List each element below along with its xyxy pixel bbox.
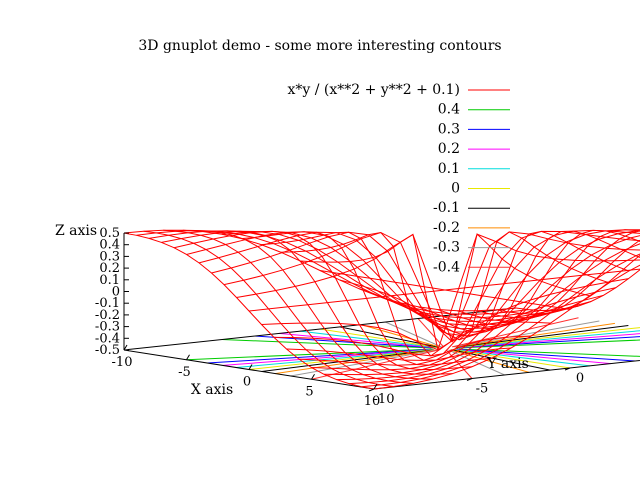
surface-line-x	[336, 235, 640, 381]
surface-line-x	[348, 243, 640, 385]
y-tick-mark	[564, 367, 571, 371]
z-tick-label: 0.3	[99, 249, 120, 264]
z-tick-label: -0.2	[95, 308, 120, 323]
surface-line-y	[339, 233, 590, 343]
legend-label: -0.2	[433, 220, 460, 236]
z-tick-label: 0.1	[99, 273, 120, 288]
x-axis-label: X axis	[191, 382, 233, 398]
contour-line	[455, 348, 636, 362]
z-axis-label: Z axis	[55, 223, 97, 239]
x-tick-label: 5	[305, 384, 313, 399]
surface-line-y	[496, 254, 640, 315]
contour-line	[221, 339, 434, 349]
tick-labels: -10-50510-10-505100.50.40.30.20.10-0.1-0…	[95, 226, 584, 409]
legend-label: x*y / (x**2 + y**2 + 0.1)	[288, 82, 461, 98]
contour-line	[455, 325, 629, 348]
z-tick-label: 0.5	[99, 226, 120, 241]
x-tick-mark	[186, 354, 190, 361]
surface-line-x	[361, 253, 640, 388]
legend-label: 0.4	[438, 102, 460, 118]
x-tick-mark	[123, 344, 128, 351]
contour-line	[458, 336, 640, 349]
x-tick-label: -10	[112, 355, 133, 370]
contour-line	[319, 328, 438, 348]
contour-line	[275, 349, 436, 375]
legend-label: 0.2	[438, 141, 460, 157]
base-frame	[123, 307, 640, 390]
y-tick-label: 0	[576, 371, 584, 386]
surface-line-x	[323, 230, 640, 376]
surface-line-x	[261, 233, 640, 351]
contour-line	[458, 333, 640, 349]
x-tick-mark	[373, 383, 378, 390]
x-tick-mark	[248, 364, 253, 370]
contour-line	[446, 349, 473, 379]
z-tick-label: -0.5	[95, 343, 120, 358]
contour-line	[261, 349, 435, 372]
x-tick-mark	[311, 373, 315, 380]
contour-line	[417, 318, 444, 348]
y-tick-mark	[466, 378, 473, 381]
contour-line	[454, 322, 615, 348]
contour-line	[448, 349, 505, 376]
legend-label: -0.3	[433, 240, 460, 256]
contour-line	[458, 339, 640, 349]
y-tick-mark	[368, 388, 375, 392]
legend-label: 0.1	[438, 161, 460, 177]
x-tick-label: -5	[178, 365, 191, 380]
contour-line	[457, 330, 640, 348]
legend-label: -0.1	[433, 200, 460, 216]
y-axis-label: Y axis	[486, 356, 529, 372]
contour-line	[385, 321, 442, 348]
legend-label: -0.4	[433, 259, 460, 275]
surface-line-y	[398, 230, 640, 333]
z-tick-label: 0	[112, 285, 120, 300]
surface-line-y	[515, 269, 640, 311]
contour-line	[222, 348, 432, 366]
chart-title: 3D gnuplot demo - some more interesting …	[138, 38, 501, 54]
surface-line-x	[286, 230, 640, 361]
contour-line	[456, 327, 640, 348]
surface-line-y	[417, 229, 640, 330]
z-tick-label: -0.1	[95, 296, 120, 311]
legend: x*y / (x**2 + y**2 + 0.1) 0.4 0.3 0.2 0.1 0 -0…	[288, 82, 510, 275]
z-tick-label: -0.3	[95, 320, 120, 335]
z-tick-label: -0.4	[95, 331, 120, 346]
x-tick-label: 0	[243, 375, 251, 390]
contour-line	[454, 348, 611, 365]
surface-line-x	[273, 231, 640, 357]
surface-line-y	[437, 229, 640, 326]
surface-line-x	[373, 264, 640, 390]
legend-label: 0.3	[438, 121, 460, 137]
surface-mesh	[123, 229, 640, 390]
contour-line	[452, 317, 579, 348]
contour-line	[248, 349, 434, 370]
contour-line	[456, 348, 640, 357]
x-tick-label: 10	[364, 394, 381, 409]
surface-line-y	[457, 230, 640, 322]
y-tick-label: -10	[374, 392, 395, 407]
legend-label: 0	[451, 181, 460, 197]
contour-line	[186, 348, 432, 361]
z-tick-label: 0.2	[99, 261, 120, 276]
y-tick-label: -5	[476, 382, 489, 397]
surface-line-x	[311, 229, 640, 371]
contour-line	[279, 332, 436, 349]
z-tick-label: 0.4	[99, 238, 120, 253]
surface-line-y	[476, 239, 640, 319]
